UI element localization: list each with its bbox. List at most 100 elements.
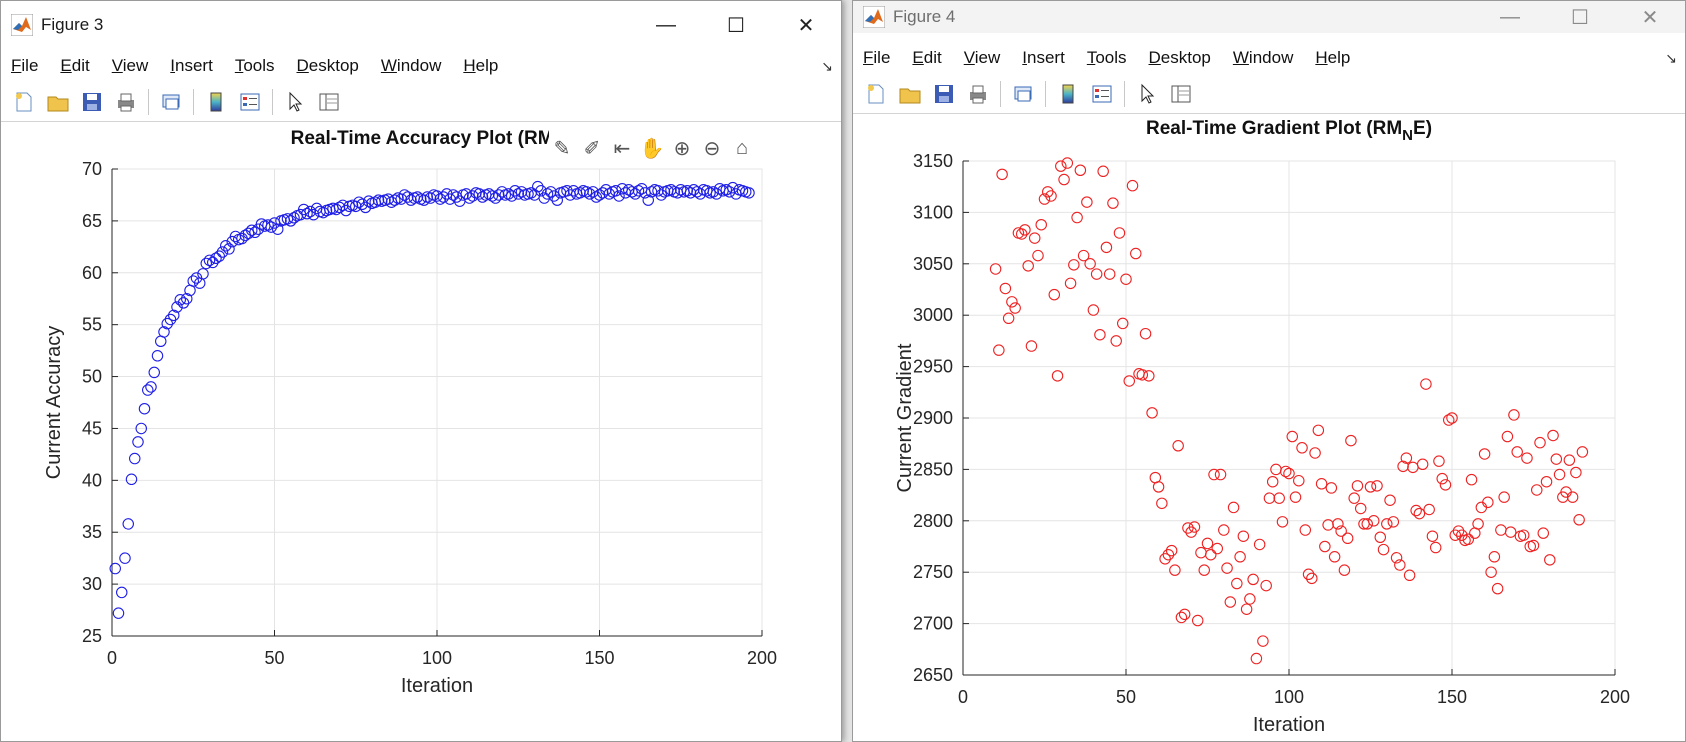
menu-tools[interactable]: Tools — [1086, 48, 1127, 67]
insert-legend-icon[interactable] — [1089, 81, 1115, 107]
gradient-point — [1289, 491, 1302, 503]
close-icon[interactable]: ✕ — [797, 14, 815, 37]
pan-hand-icon[interactable]: ✋ — [639, 137, 665, 160]
accuracy-point — [297, 203, 310, 216]
y-tick-label: 2800 — [913, 511, 953, 531]
close-icon[interactable]: ✕ — [1641, 6, 1659, 29]
accuracy-point — [301, 207, 313, 220]
gradient-point — [1319, 540, 1331, 553]
edit-plot-arrow-icon[interactable] — [1134, 81, 1160, 107]
gradient-point — [1403, 569, 1416, 582]
y-tick-label: 3050 — [913, 254, 953, 274]
figure-3-titlebar[interactable]: Figure 3 — ☐ ✕ — [1, 1, 841, 49]
accuracy-point — [142, 384, 154, 396]
open-file-icon[interactable] — [897, 81, 923, 107]
save-icon[interactable] — [931, 81, 957, 107]
menu-window[interactable]: Window — [380, 56, 442, 75]
print-icon[interactable] — [965, 81, 991, 107]
insert-colorbar-icon[interactable] — [203, 89, 229, 115]
maximize-icon[interactable]: ☐ — [1571, 6, 1589, 29]
insert-legend-icon[interactable] — [237, 89, 263, 115]
zoom-out-icon[interactable]: ⊖ — [703, 137, 721, 160]
x-tick-label: 50 — [264, 648, 284, 668]
accuracy-point — [486, 190, 498, 202]
new-figure-icon[interactable] — [863, 81, 889, 107]
gradient-point — [1094, 328, 1106, 341]
gradient-point — [1120, 273, 1132, 285]
gradient-point — [1048, 288, 1061, 301]
figure-4-titlebar[interactable]: Figure 4 — ☐ ✕ — [853, 1, 1685, 33]
y-tick-label: 65 — [82, 211, 102, 231]
gradient-point — [1028, 232, 1041, 244]
menu-edit[interactable]: Edit — [60, 56, 90, 75]
brush-icon[interactable]: ✎ — [553, 137, 571, 160]
maximize-icon[interactable]: ☐ — [727, 14, 745, 37]
dock-arrow-icon[interactable]: ↘ — [821, 57, 833, 74]
print-icon[interactable] — [113, 89, 139, 115]
menu-view[interactable]: View — [963, 48, 1001, 67]
x-tick-label: 100 — [1274, 687, 1304, 707]
property-inspector-icon[interactable] — [1168, 81, 1194, 107]
plot-area: 0 50 100 150 200 25 30 35 40 45 50 55 60 65 70 Iteratio… — [1, 122, 841, 741]
zoom-in-icon[interactable]: ⊕ — [673, 137, 691, 160]
menu-window[interactable]: Window — [1232, 48, 1294, 67]
export-icon[interactable]: ⇤ — [613, 137, 631, 160]
menu-desktop[interactable]: Desktop — [296, 56, 359, 75]
data-tips-icon[interactable]: ✐ — [583, 137, 601, 160]
menu-bar: File Edit View Insert Tools Desktop Wind… — [1, 49, 841, 83]
gradient-point — [1260, 579, 1272, 592]
menu-desktop[interactable]: Desktop — [1148, 48, 1211, 67]
edit-plot-arrow-icon[interactable] — [282, 89, 308, 115]
gradient-point — [1413, 507, 1426, 520]
dock-arrow-icon[interactable]: ↘ — [1665, 49, 1677, 66]
gradient-point — [1182, 522, 1194, 534]
accuracy-chart[interactable]: 0 50 100 150 200 25 30 35 40 45 50 55 60 65 70 Iteratio… — [1, 122, 842, 742]
menu-insert[interactable]: Insert — [1022, 48, 1065, 67]
x-tick-label: 200 — [1600, 687, 1630, 707]
menu-view[interactable]: View — [111, 56, 149, 75]
gradient-point — [1139, 327, 1152, 340]
gradient-point — [1296, 442, 1308, 454]
menu-file[interactable]: File — [11, 56, 39, 75]
accuracy-point — [119, 552, 131, 564]
minimize-icon[interactable]: — — [1500, 5, 1520, 28]
accuracy-point — [220, 240, 232, 252]
y-tick-label: 2950 — [913, 357, 953, 377]
y-tick-label: 3150 — [913, 151, 953, 171]
y-tick-label: 2900 — [913, 408, 953, 428]
property-inspector-icon[interactable] — [316, 89, 342, 115]
menu-edit[interactable]: Edit — [912, 48, 942, 67]
save-icon[interactable] — [79, 89, 105, 115]
menu-help[interactable]: Help — [1315, 48, 1351, 67]
restore-view-home-icon[interactable]: ⌂ — [735, 136, 749, 159]
link-plot-icon[interactable] — [1010, 81, 1036, 107]
menu-insert[interactable]: Insert — [170, 56, 213, 75]
gradient-point — [1302, 568, 1315, 581]
gradient-point — [1266, 475, 1279, 488]
accuracy-point — [642, 194, 654, 206]
y-tick-label: 3000 — [913, 305, 953, 325]
y-axis-label: Current Gradient — [894, 343, 916, 492]
link-plot-icon[interactable] — [158, 89, 184, 115]
menu-tools[interactable]: Tools — [234, 56, 275, 75]
gradient-point — [1387, 516, 1400, 528]
minimize-icon[interactable]: — — [656, 13, 676, 36]
y-tick-label: 50 — [82, 367, 102, 387]
gradient-point — [1126, 179, 1139, 192]
open-file-icon[interactable] — [45, 89, 71, 115]
new-figure-icon[interactable] — [11, 89, 37, 115]
menu-help[interactable]: Help — [463, 56, 499, 75]
figure-4-window[interactable]: Figure 4 — ☐ ✕ File Edit View Insert Too… — [852, 0, 1686, 742]
accuracy-point — [145, 381, 157, 393]
gradient-chart[interactable]: 0 50 100 150 200 2650 2700 2750 2800 2850 2900 2950… — [853, 114, 1686, 742]
gradient-point — [1002, 312, 1015, 325]
accuracy-point — [473, 188, 485, 200]
figure-3-window[interactable]: Figure 3 — ☐ ✕ File Edit View Insert Too… — [0, 0, 842, 742]
gradient-point — [1231, 577, 1243, 590]
gradient-point — [1537, 527, 1550, 539]
y-tick-label: 60 — [82, 263, 102, 283]
gradient-point — [1472, 518, 1484, 530]
insert-colorbar-icon[interactable] — [1055, 81, 1081, 107]
gradient-point — [1521, 452, 1533, 464]
menu-file[interactable]: File — [863, 48, 891, 67]
